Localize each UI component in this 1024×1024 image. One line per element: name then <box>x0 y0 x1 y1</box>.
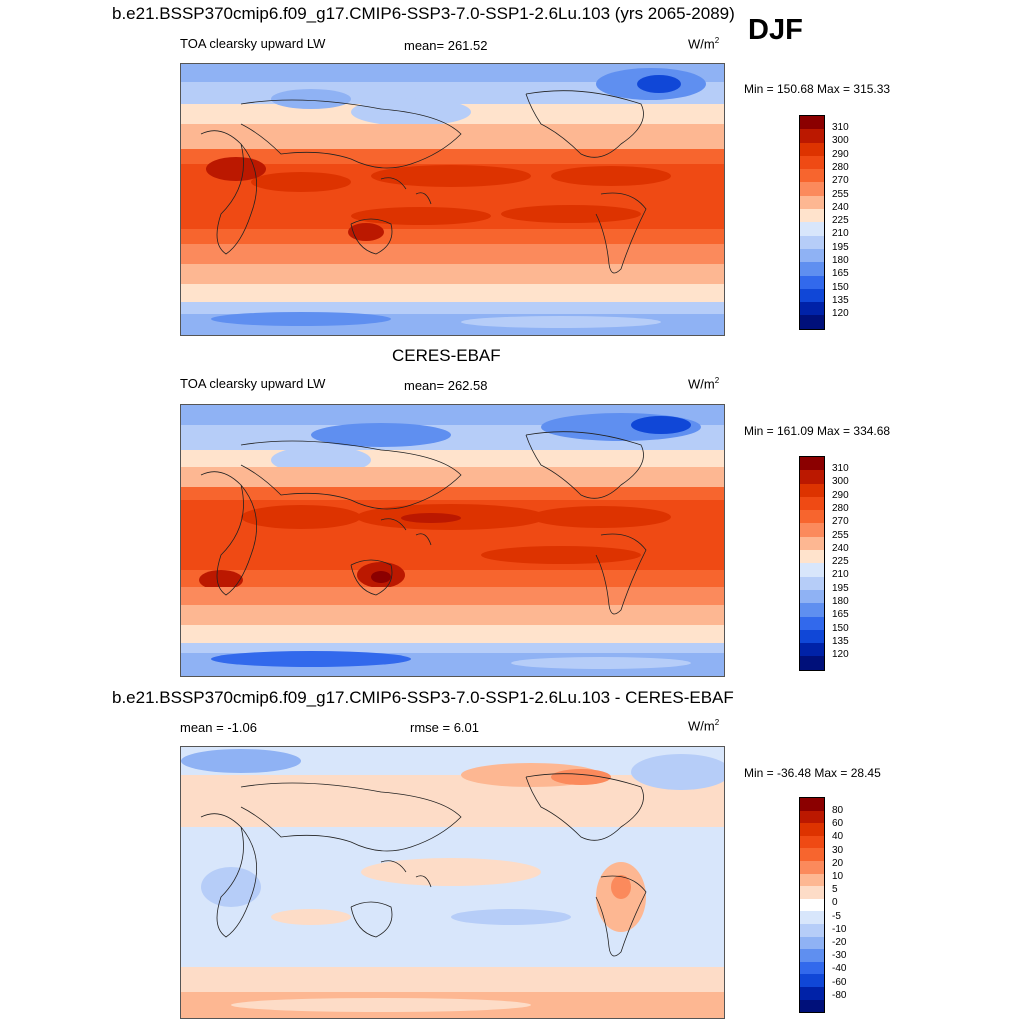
panel-diff-rmse: rmse = 6.01 <box>410 720 480 735</box>
panel-obs-variable: TOA clearsky upward LW <box>180 376 326 391</box>
colorbar-tick: 20 <box>832 857 844 869</box>
colorbar-tick: 135 <box>832 635 849 647</box>
colorbar-tick: -20 <box>832 937 847 948</box>
colorbar-tick: 310 <box>832 463 849 474</box>
colorbar-tick: 5 <box>832 884 838 896</box>
colorbar-tick: 60 <box>832 818 844 830</box>
colorbar-tick: 0 <box>832 897 838 909</box>
colorbar-tick: 290 <box>832 489 849 501</box>
colorbar-tick: 135 <box>832 294 849 306</box>
panel-obs-mean: mean= 262.58 <box>404 378 488 393</box>
colorbar-tick: 300 <box>832 135 849 147</box>
colorbar-tick: 280 <box>832 161 849 173</box>
colorbar-tick: 165 <box>832 609 849 621</box>
colorbar-tick: 195 <box>832 241 849 253</box>
panel-model-map <box>180 63 725 336</box>
colorbar-tick: 120 <box>832 649 849 661</box>
colorbar-tick: -60 <box>832 976 847 988</box>
colorbar-tick: 225 <box>832 215 849 227</box>
colorbar-tick: -30 <box>832 950 847 962</box>
colorbar-tick: -40 <box>832 963 847 975</box>
colorbar-tick: 40 <box>832 831 844 843</box>
colorbar-tick: 210 <box>832 569 849 581</box>
colorbar-tick: 30 <box>832 844 844 856</box>
colorbar-tick: -5 <box>832 910 841 922</box>
season-label: DJF <box>748 14 803 46</box>
panel-obs-units: W/m2 <box>688 376 720 392</box>
panel-obs-colorbar <box>799 456 825 671</box>
panel-diff-title: b.e21.BSSP370cmip6.f09_g17.CMIP6-SSP3-7.… <box>112 688 734 707</box>
panel-diff-mean: mean = -1.06 <box>180 720 257 735</box>
colorbar-tick: 225 <box>832 556 849 568</box>
colorbar-tick: 180 <box>832 255 849 266</box>
colorbar-tick: 240 <box>832 201 849 213</box>
panel-model-units: W/m2 <box>688 36 720 52</box>
panel-model-variable: TOA clearsky upward LW <box>180 36 326 51</box>
colorbar-tick: 290 <box>832 148 849 160</box>
colorbar-tick: 210 <box>832 228 849 240</box>
colorbar-tick: 270 <box>832 175 849 187</box>
colorbar-tick: 10 <box>832 871 844 882</box>
panel-obs-map <box>180 404 725 677</box>
colorbar-tick: 300 <box>832 476 849 488</box>
colorbar-tick: 240 <box>832 542 849 554</box>
panel-model-mean: mean= 261.52 <box>404 38 488 53</box>
panel-diff-colorbar <box>799 797 825 1014</box>
panel-diff-units: W/m2 <box>688 718 720 734</box>
panel-model-colorbar <box>799 115 825 330</box>
colorbar-tick: 310 <box>832 122 849 133</box>
panel-model-title: b.e21.BSSP370cmip6.f09_g17.CMIP6-SSP3-7.… <box>112 4 735 23</box>
colorbar-tick: -10 <box>832 923 847 935</box>
colorbar-tick: 150 <box>832 622 849 634</box>
colorbar-tick: 120 <box>832 308 849 320</box>
panel-model-minmax: Min = 150.68 Max = 315.33 <box>744 82 891 96</box>
panel-diff-map <box>180 746 725 1019</box>
colorbar-tick: 280 <box>832 502 849 514</box>
colorbar-tick: 150 <box>832 281 849 293</box>
panel-obs-minmax: Min = 161.09 Max = 334.68 <box>744 424 891 438</box>
colorbar-tick: 270 <box>832 516 849 528</box>
colorbar-tick: 180 <box>832 596 849 607</box>
colorbar-tick: 195 <box>832 582 849 594</box>
panel-diff-minmax: Min = -36.48 Max = 28.45 <box>744 766 881 780</box>
colorbar-tick: 255 <box>832 188 849 200</box>
colorbar-tick: -80 <box>832 989 847 1001</box>
colorbar-tick: 255 <box>832 529 849 541</box>
panel-obs-title: CERES-EBAF <box>392 346 501 365</box>
colorbar-tick: 165 <box>832 268 849 280</box>
colorbar-tick: 80 <box>832 805 844 816</box>
